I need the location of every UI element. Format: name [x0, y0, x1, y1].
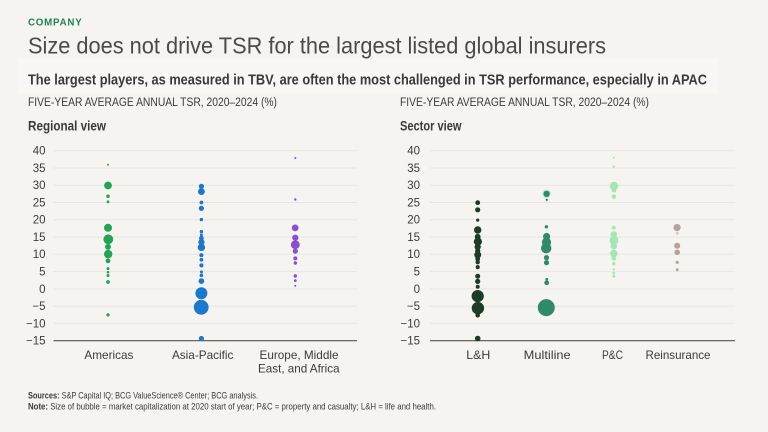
svg-text:20: 20 [33, 215, 46, 227]
svg-text:25: 25 [407, 197, 420, 209]
svg-text:Note: Size of bubble = market: Note: Size of bubble = market capitaliza… [28, 402, 436, 413]
svg-text:35: 35 [33, 163, 46, 175]
svg-text:Europe, Middle: Europe, Middle [260, 348, 339, 362]
svg-text:Sector view: Sector view [400, 119, 462, 134]
svg-text:The largest players, as measur: The largest players, as measured in TBV,… [28, 72, 707, 89]
svg-text:25: 25 [33, 197, 46, 209]
svg-text:30: 30 [407, 180, 420, 192]
svg-text:Regional view: Regional view [28, 119, 106, 134]
svg-text:East, and Africa: East, and Africa [258, 361, 340, 375]
svg-text:10: 10 [33, 249, 46, 261]
svg-text:−10: −10 [26, 318, 46, 330]
svg-text:Multiline: Multiline [524, 348, 571, 362]
svg-text:−15: −15 [26, 336, 46, 348]
svg-text:40: 40 [407, 146, 420, 158]
svg-text:FIVE-YEAR AVERAGE ANNUAL TSR,: FIVE-YEAR AVERAGE ANNUAL TSR, 2020–2024 … [28, 95, 277, 109]
svg-text:15: 15 [407, 232, 420, 244]
svg-text:−10: −10 [400, 318, 420, 330]
svg-text:Reinsurance: Reinsurance [646, 348, 711, 362]
svg-text:30: 30 [33, 180, 46, 192]
svg-text:35: 35 [407, 163, 420, 175]
svg-text:Asia-Pacific: Asia-Pacific [172, 348, 234, 362]
svg-text:10: 10 [407, 249, 420, 261]
svg-text:Americas: Americas [84, 348, 133, 362]
svg-text:Size does not drive TSR for th: Size does not drive TSR for the largest … [28, 33, 606, 59]
svg-text:FIVE-YEAR AVERAGE ANNUAL TSR,: FIVE-YEAR AVERAGE ANNUAL TSR, 2020–2024 … [400, 95, 649, 109]
svg-text:−15: −15 [400, 336, 420, 348]
svg-text:P&C: P&C [602, 348, 623, 362]
svg-text:L&H: L&H [466, 348, 490, 362]
svg-text:5: 5 [39, 267, 45, 279]
svg-text:−5: −5 [32, 301, 45, 313]
svg-text:15: 15 [33, 232, 46, 244]
svg-text:COMPANY: COMPANY [28, 18, 83, 29]
svg-text:Sources: S&P Capital IQ; BCG V: Sources: S&P Capital IQ; BCG ValueScienc… [28, 390, 258, 401]
svg-text:0: 0 [414, 284, 420, 296]
svg-text:20: 20 [407, 215, 420, 227]
svg-text:0: 0 [39, 284, 45, 296]
svg-text:5: 5 [414, 267, 420, 279]
svg-text:40: 40 [33, 146, 46, 158]
svg-text:−5: −5 [407, 301, 420, 313]
